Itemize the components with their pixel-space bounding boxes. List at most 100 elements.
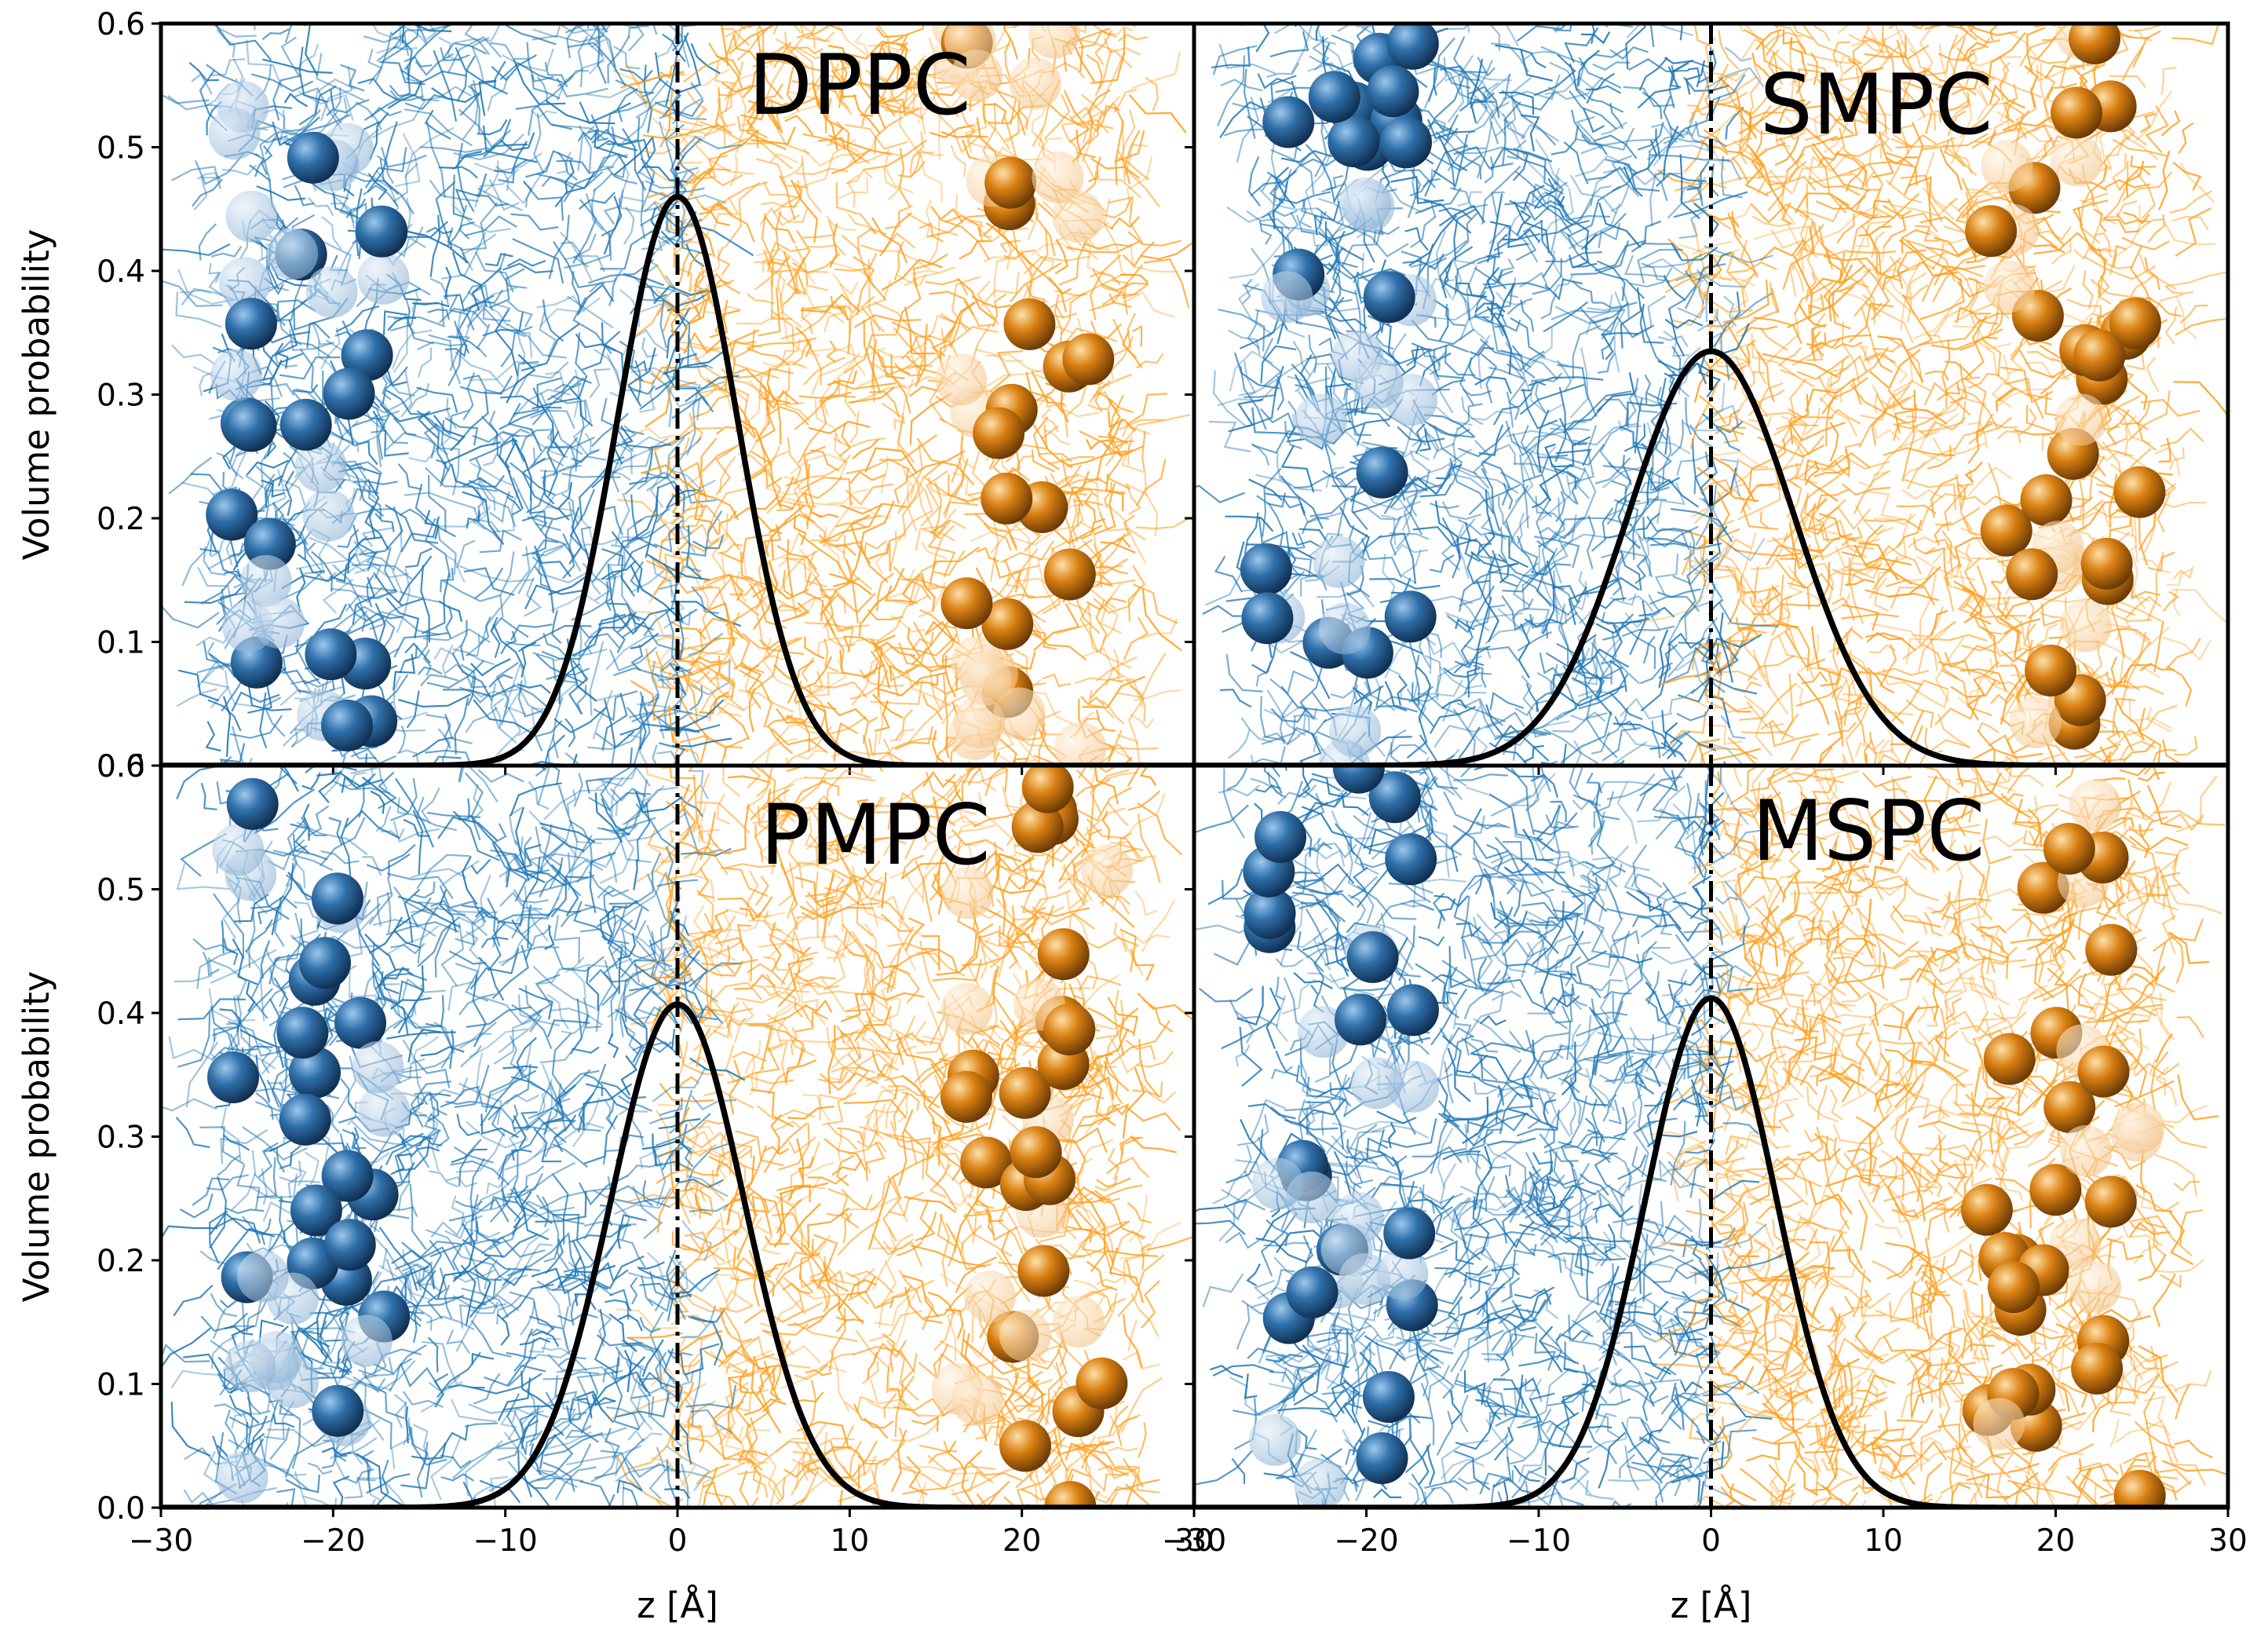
lipid-stick: [1661, 730, 1691, 757]
lipid-stick: [1132, 583, 1178, 624]
lipid-stick: [1883, 379, 1931, 411]
lipid-stick: [829, 572, 873, 596]
lipid-stick: [573, 368, 580, 419]
lipid-stick: [991, 587, 1035, 599]
lipid-stick: [652, 557, 674, 598]
lipid-stick: [601, 547, 636, 598]
head-sphere-orange: [1983, 260, 2036, 313]
lipid-stick: [792, 182, 803, 209]
lipid-stick: [206, 642, 225, 671]
lipid-stick: [643, 722, 721, 733]
lipid-stick: [2065, 455, 2105, 502]
lipid-stick: [212, 24, 257, 38]
lipid-stick: [1419, 734, 1455, 766]
lipid-stick: [2120, 422, 2157, 452]
lipid-stick: [411, 24, 428, 43]
lipid-stick: [823, 24, 844, 31]
lipid-stick: [826, 141, 860, 153]
lipid-stick: [465, 287, 518, 338]
lipid-stick: [330, 553, 356, 583]
lipid-stick: [863, 320, 882, 394]
lipid-stick: [1404, 469, 1431, 517]
lipid-stick: [922, 693, 944, 721]
lipid-stick: [663, 610, 692, 629]
lipid-stick: [188, 61, 220, 82]
lipid-stick: [1499, 527, 1508, 563]
lipid-stick: [1702, 740, 1748, 766]
lipid-stick: [1968, 416, 2013, 445]
lipid-stick: [522, 539, 559, 557]
lipid-stick: [1813, 94, 1830, 135]
lipid-stick: [1697, 738, 1721, 766]
lipid-stick: [477, 187, 523, 211]
lipid-stick: [1409, 177, 1441, 197]
lipid-stick: [468, 474, 506, 488]
lipid-stick: [692, 535, 725, 550]
lipid-stick: [400, 69, 467, 84]
lipid-stick: [568, 506, 583, 565]
lipid-stick: [1864, 35, 1907, 58]
lipid-stick: [627, 25, 649, 38]
head-sphere-blue: [1261, 271, 1313, 324]
lipid-stick: [1568, 203, 1621, 250]
lipid-stick: [587, 722, 648, 751]
head-sphere-orange: [1054, 722, 1107, 766]
lipid-stick: [1468, 283, 1514, 321]
lipid-stick: [1656, 482, 1685, 524]
lipid-stick: [1968, 372, 2000, 389]
lipid-stick: [1373, 225, 1401, 243]
lipid-stick: [685, 747, 702, 766]
lipid-stick: [1678, 642, 1723, 676]
lipid-stick: [2101, 160, 2129, 223]
lipid-stick: [1460, 621, 1474, 667]
lipid-stick: [1558, 198, 1592, 250]
lipid-stick: [1654, 554, 1679, 596]
lipid-stick: [663, 347, 729, 375]
lipid-stick: [746, 347, 791, 367]
lipid-stick: [785, 445, 827, 487]
lipid-stick: [1960, 527, 1994, 557]
lipid-stick: [391, 329, 433, 370]
lipid-stick: [677, 637, 737, 662]
lipid-stick: [1602, 613, 1634, 641]
lipid-stick: [1934, 521, 1952, 546]
lipid-stick: [1536, 690, 1558, 712]
lipid-stick: [627, 385, 656, 395]
lipid-stick: [1693, 404, 1740, 430]
lipid-stick: [199, 371, 214, 397]
lipid-stick: [1765, 30, 1780, 57]
lipid-stick: [1328, 261, 1342, 310]
lipid-stick: [1793, 254, 1813, 314]
lipid-stick: [1116, 514, 1136, 541]
lipid-stick: [1463, 697, 1507, 722]
lipid-stick: [1080, 93, 1115, 117]
lipid-stick: [897, 444, 923, 514]
lipid-stick: [1919, 492, 1967, 528]
lipid-stick: [1609, 46, 1649, 60]
lipid-stick: [473, 507, 500, 533]
lipid-stick: [1525, 430, 1565, 450]
lipid-stick: [399, 645, 418, 674]
lipid-stick: [1259, 408, 1296, 431]
lipid-stick: [406, 690, 420, 729]
lipid-stick: [615, 607, 675, 635]
lipid-stick: [685, 525, 703, 580]
lipid-stick: [1997, 430, 2021, 444]
lipid-stick: [827, 370, 858, 386]
lipid-stick: [1286, 211, 1299, 250]
lipid-stick: [1033, 137, 1063, 166]
lipid-stick: [677, 693, 709, 763]
lipid-stick: [629, 447, 654, 485]
lipid-stick: [1672, 47, 1712, 72]
lipid-stick: [649, 1311, 664, 1385]
lipid-stick: [1393, 543, 1429, 557]
lipid-stick: [1601, 332, 1614, 360]
lipid-stick: [593, 349, 622, 388]
lipid-stick: [1795, 686, 1843, 707]
y-tick-label: 0.6: [97, 7, 145, 42]
lipid-stick: [640, 464, 708, 497]
lipid-stick: [1876, 740, 1890, 766]
lipid-stick: [1725, 565, 1757, 616]
lipid-stick: [274, 352, 298, 368]
lipid-stick: [851, 506, 892, 519]
